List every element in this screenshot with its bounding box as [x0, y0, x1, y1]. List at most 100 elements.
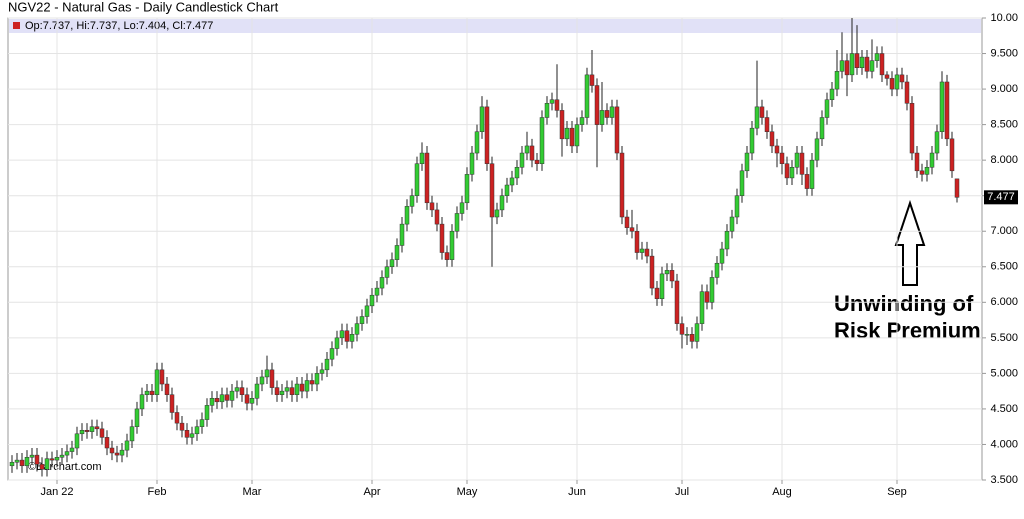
- candle-body: [269, 369, 275, 388]
- candle-body: [164, 383, 170, 395]
- candle-body: [909, 103, 915, 154]
- legend-text: Op:7.737, Hi:7.737, Lo:7.404, Cl:7.477: [25, 20, 213, 32]
- candle-body: [134, 408, 140, 427]
- candle-body: [94, 426, 100, 430]
- candle-body: [509, 177, 515, 186]
- candle-body: [594, 85, 600, 125]
- candle-body: [929, 152, 935, 168]
- x-tick-label: Apr: [363, 486, 380, 498]
- candle-body: [799, 152, 805, 175]
- candle-body: [429, 202, 435, 211]
- candle-body: [729, 216, 735, 232]
- candle-body: [439, 223, 445, 253]
- candle-body: [49, 458, 55, 461]
- candle-body: [744, 152, 750, 172]
- candle-body: [249, 398, 255, 404]
- candle-body: [9, 461, 15, 467]
- candle-body: [344, 330, 350, 342]
- candle-body: [444, 252, 450, 260]
- x-tick-label: Mar: [243, 486, 262, 498]
- candle-body: [364, 305, 370, 317]
- candle-body: [854, 53, 860, 69]
- candle-body: [539, 117, 545, 164]
- candle-body: [459, 202, 465, 214]
- arrow: [894, 199, 926, 286]
- annotation: Risk Premium: [834, 318, 981, 343]
- candle-body: [679, 323, 685, 335]
- candle-body: [569, 127, 575, 147]
- candle-body: [214, 398, 220, 403]
- candle-body: [619, 152, 625, 218]
- candle-body: [419, 152, 425, 164]
- candle-body: [844, 60, 850, 76]
- candle-body: [469, 152, 475, 175]
- candle-body: [199, 419, 205, 427]
- candle-body: [499, 195, 505, 211]
- candle-body: [399, 223, 405, 246]
- candle-body: [634, 230, 640, 253]
- x-tick-label: Aug: [772, 486, 792, 498]
- candle-body: [834, 71, 840, 90]
- candle-body: [644, 248, 650, 257]
- candle-body: [564, 127, 570, 140]
- candle-body: [264, 369, 270, 378]
- candle-body: [404, 206, 410, 225]
- candle-body: [39, 464, 45, 470]
- candle-body: [589, 74, 595, 86]
- candle-body: [739, 170, 745, 196]
- candle-body: [579, 117, 585, 125]
- candle-body: [219, 394, 225, 403]
- candle-body: [924, 167, 930, 175]
- y-tick-label: 9.000: [990, 83, 1018, 95]
- candle-body: [529, 145, 535, 161]
- candle-body: [44, 458, 50, 470]
- candle-body: [59, 454, 65, 458]
- candle-body: [904, 81, 910, 104]
- candle-body: [709, 277, 715, 303]
- candle-body: [229, 390, 235, 401]
- candle-body: [424, 152, 430, 204]
- candle-body: [549, 99, 555, 104]
- candle-body: [29, 454, 35, 458]
- y-tick-label: 10.00: [990, 12, 1018, 24]
- candle-body: [859, 56, 865, 69]
- candle-body: [954, 178, 960, 198]
- candle-body: [584, 74, 590, 118]
- y-tick-label: 3.500: [990, 474, 1018, 486]
- candle-body: [434, 209, 440, 225]
- y-tick-label: 8.000: [990, 154, 1018, 166]
- y-tick-label: 6.000: [990, 296, 1018, 308]
- candle-body: [669, 270, 675, 282]
- x-tick-label: Sep: [887, 486, 907, 498]
- candle-body: [414, 163, 420, 196]
- candle-body: [869, 60, 875, 72]
- candle-body: [934, 131, 940, 154]
- candle-body: [804, 174, 810, 189]
- candle-body: [464, 174, 470, 204]
- candle-body: [639, 248, 645, 253]
- candle-body: [239, 387, 245, 395]
- y-tick-label: 5.000: [990, 367, 1018, 379]
- candle-body: [764, 117, 770, 132]
- candle-body: [124, 440, 130, 451]
- candle-body: [889, 78, 895, 90]
- candle-body: [534, 159, 540, 164]
- candle-body: [209, 398, 215, 406]
- candle-body: [14, 459, 20, 463]
- candle-body: [544, 103, 550, 118]
- candle-body: [89, 426, 95, 432]
- candle-body: [104, 437, 110, 449]
- candles: [9, 18, 960, 477]
- candle-body: [309, 380, 315, 385]
- candle-body: [304, 380, 310, 392]
- candle-body: [69, 447, 75, 452]
- candle-body: [719, 248, 725, 264]
- candle-body: [474, 131, 480, 154]
- candle-body: [664, 270, 670, 275]
- candle-body: [784, 163, 790, 179]
- candle-body: [874, 53, 880, 61]
- candle-body: [349, 334, 355, 342]
- candle-body: [704, 291, 710, 303]
- y-tick-label: 6.500: [990, 261, 1018, 273]
- y-tick-label: 4.000: [990, 438, 1018, 450]
